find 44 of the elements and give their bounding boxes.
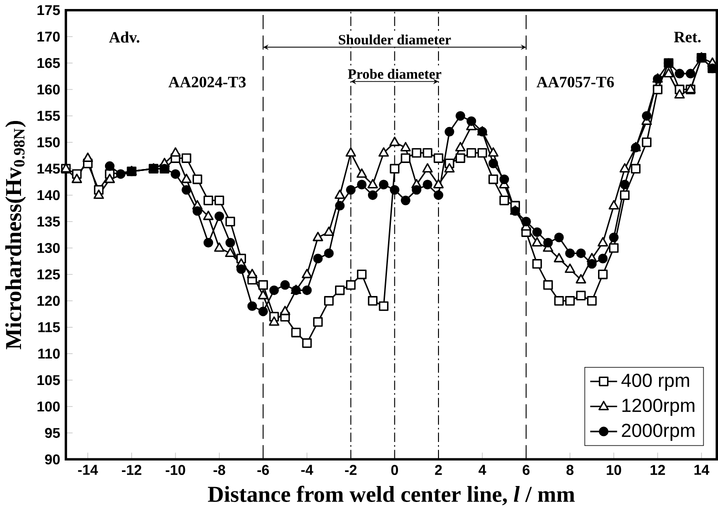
- annotation: AA7057-T6: [536, 76, 614, 88]
- y-tick-label: 110: [38, 348, 60, 359]
- legend-label: 400 rpm: [621, 374, 690, 392]
- y-tick-label: 165: [38, 58, 60, 68]
- x-tick-label: 14: [694, 465, 710, 475]
- x-tick-label: -12: [122, 465, 142, 476]
- x-tick-label: -2: [345, 465, 357, 476]
- y-tick-label: 155: [38, 111, 60, 122]
- legend-label: 2000rpm: [622, 424, 694, 442]
- x-tick-label: 0: [391, 465, 398, 476]
- y-tick-label: 170: [38, 32, 60, 42]
- y-tick-label: 130: [38, 243, 60, 254]
- y-tick-label: 175: [38, 5, 60, 16]
- x-tick-label: -14: [78, 465, 98, 475]
- annotation: Shoulder diameter: [338, 34, 451, 45]
- y-tick-label: 100: [38, 402, 60, 412]
- x-tick-label: 6: [522, 465, 530, 476]
- y-tick-label: 135: [38, 216, 60, 227]
- y-tick-label: 105: [38, 375, 60, 386]
- annotation: Probe diameter: [348, 69, 442, 80]
- y-axis-title: Microhardness(Hv$_{0.98N}$): [5, 121, 26, 350]
- x-tick-label: -10: [166, 465, 186, 476]
- y-tick-label: 160: [38, 84, 60, 95]
- x-axis-title: Distance from weld center line, l / mm: [208, 486, 575, 506]
- legend-label: 1200rpm: [622, 398, 694, 416]
- y-tick-label: 115: [38, 322, 60, 332]
- x-tick-label: 10: [606, 465, 622, 476]
- y-tick-label: 95: [45, 428, 60, 438]
- x-tick-label: -8: [214, 465, 226, 476]
- y-tick-label: 145: [38, 164, 60, 174]
- x-tick-label: 2: [435, 465, 442, 476]
- x-tick-label: 4: [478, 465, 486, 475]
- x-tick-label: -4: [301, 465, 314, 475]
- x-tick-label: 8: [566, 465, 574, 476]
- annotation: AA2024-T3: [168, 76, 246, 88]
- annotation: Ret.: [674, 32, 701, 43]
- annotation: Adv.: [109, 32, 140, 43]
- y-tick-label: 90: [45, 454, 60, 465]
- y-tick-label: 120: [38, 296, 60, 306]
- y-tick-label: 140: [38, 190, 60, 200]
- y-tick-label: 125: [38, 270, 60, 280]
- x-tick-label: 12: [650, 465, 665, 476]
- x-tick-label: -6: [257, 465, 269, 476]
- y-tick-label: 150: [38, 138, 60, 148]
